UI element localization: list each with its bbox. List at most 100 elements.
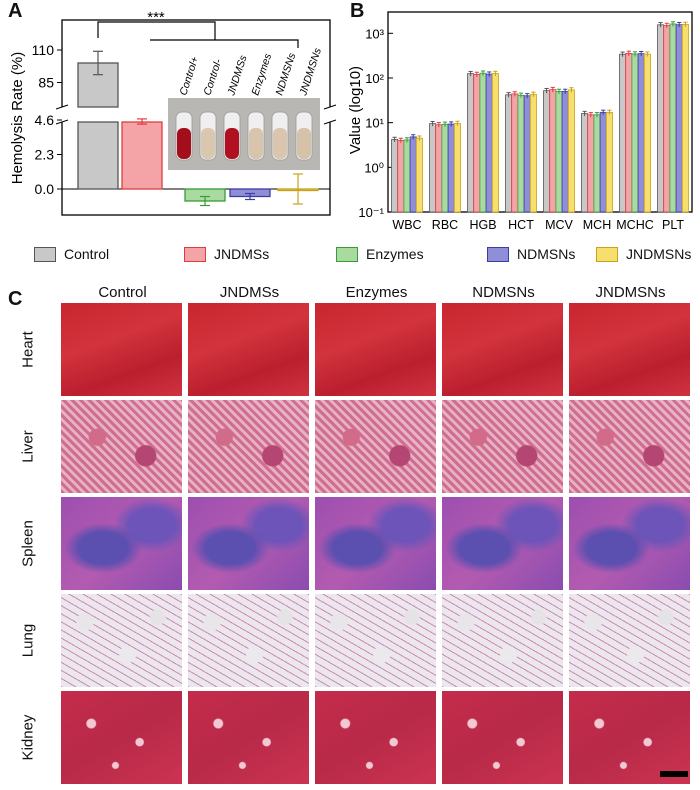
bar xyxy=(593,114,601,213)
y-tick-label: 85 xyxy=(38,75,54,91)
y-tick-label: 4.6 xyxy=(35,112,55,128)
bar xyxy=(511,93,519,213)
row-label: Spleen xyxy=(19,519,37,567)
tube-liquid xyxy=(297,128,311,159)
inset-background xyxy=(168,98,320,170)
panel-letter-c: C xyxy=(8,288,23,310)
bar xyxy=(675,24,683,213)
bar xyxy=(555,91,563,213)
y-tick-label: 10⁻¹ xyxy=(358,205,384,220)
row-label: Liver xyxy=(19,429,37,463)
histology-image xyxy=(60,399,183,494)
histology-image xyxy=(441,593,564,688)
histology-image xyxy=(441,302,564,397)
bar xyxy=(561,91,569,213)
axis-break-mark xyxy=(323,104,337,110)
plot-frame xyxy=(387,11,693,213)
legend-item: Enzymes xyxy=(336,244,424,264)
histology-image xyxy=(314,690,437,785)
histology-image xyxy=(568,496,691,591)
legend-swatch xyxy=(34,246,56,262)
histology-image xyxy=(60,690,183,785)
bar xyxy=(643,53,651,213)
histology-image xyxy=(314,496,437,591)
histology-image xyxy=(60,593,183,688)
inset-label: JNDMSs xyxy=(225,53,250,98)
bar xyxy=(121,121,163,190)
panel-letter-a: A xyxy=(8,0,23,22)
legend-swatch xyxy=(487,246,509,262)
histology-image xyxy=(187,399,310,494)
legend-swatch xyxy=(596,246,618,262)
x-tick-label: WBC xyxy=(392,218,421,232)
inset-label: Enzymes xyxy=(249,51,274,96)
legend-item: JNDMSNs xyxy=(596,244,691,264)
panel-letter-b: B xyxy=(350,0,365,22)
bar xyxy=(485,73,493,213)
bar xyxy=(581,113,589,213)
y-tick-label: 110 xyxy=(32,42,55,58)
tube-liquid xyxy=(177,128,191,159)
legend-label: NDMSNs xyxy=(517,246,576,262)
legend-item: JNDMSs xyxy=(184,244,269,264)
column-label: JNDMSNs xyxy=(595,284,666,301)
y-tick-label: 10⁰ xyxy=(364,160,384,175)
legend-item: Control xyxy=(34,244,109,264)
blood-parameter-chart: 10⁻¹ 10⁰ 10¹ 10² 10³ Value (log10) WBC RBC HGB HC… xyxy=(347,11,693,232)
bar xyxy=(669,23,677,213)
x-tick-label: MCH xyxy=(583,218,611,232)
histology-image xyxy=(187,302,310,397)
bar xyxy=(637,53,645,213)
bar xyxy=(663,25,671,213)
histology-image xyxy=(568,690,691,785)
bar xyxy=(467,73,475,213)
y-axis-label: Value (log10) xyxy=(347,66,364,154)
tube-liquid xyxy=(225,128,239,159)
tube-liquid xyxy=(249,128,263,159)
histology-image xyxy=(314,593,437,688)
bar xyxy=(77,121,119,190)
histology-image xyxy=(314,399,437,494)
histology-image xyxy=(568,302,691,397)
bar xyxy=(599,111,607,213)
column-label: Control xyxy=(98,284,147,301)
significance-bracket xyxy=(150,39,299,48)
bar xyxy=(429,123,437,213)
bar xyxy=(479,72,487,213)
column-label: Enzymes xyxy=(345,284,408,301)
bar xyxy=(523,95,531,213)
axis-break-mark xyxy=(323,119,337,125)
x-tick-label: HCT xyxy=(508,218,534,232)
x-tick-label: MCHC xyxy=(616,218,654,232)
bar xyxy=(409,136,417,213)
row-label: Lung xyxy=(19,623,37,657)
legend-item: NDMSNs xyxy=(487,244,575,264)
y-tick-label: 10³ xyxy=(365,26,384,41)
histology-image xyxy=(187,496,310,591)
histology-image xyxy=(568,399,691,494)
row-label: Kidney xyxy=(19,714,37,760)
bar xyxy=(441,123,449,213)
histology-image xyxy=(60,302,183,397)
tube-liquid xyxy=(273,128,287,159)
y-tick-label: 0.0 xyxy=(35,181,55,197)
legend-swatch xyxy=(336,246,358,262)
bar xyxy=(529,93,537,213)
tube-liquid xyxy=(201,128,215,159)
bar xyxy=(549,89,557,213)
bar xyxy=(505,94,513,213)
histology-image xyxy=(441,399,564,494)
bar xyxy=(567,89,575,213)
legend-label: Control xyxy=(64,246,110,262)
significance-stars: *** xyxy=(147,9,165,26)
x-tick-label: MCV xyxy=(545,218,573,232)
inset-photo xyxy=(168,98,320,170)
bar xyxy=(657,24,665,213)
y-tick-label: 10¹ xyxy=(365,116,384,131)
scale-bar xyxy=(660,771,688,777)
row-label: Heart xyxy=(19,330,37,368)
y-axis-label: Hemolysis Rate (%) xyxy=(9,52,26,185)
bar xyxy=(435,124,443,213)
histology-image xyxy=(441,496,564,591)
bar xyxy=(415,137,423,213)
